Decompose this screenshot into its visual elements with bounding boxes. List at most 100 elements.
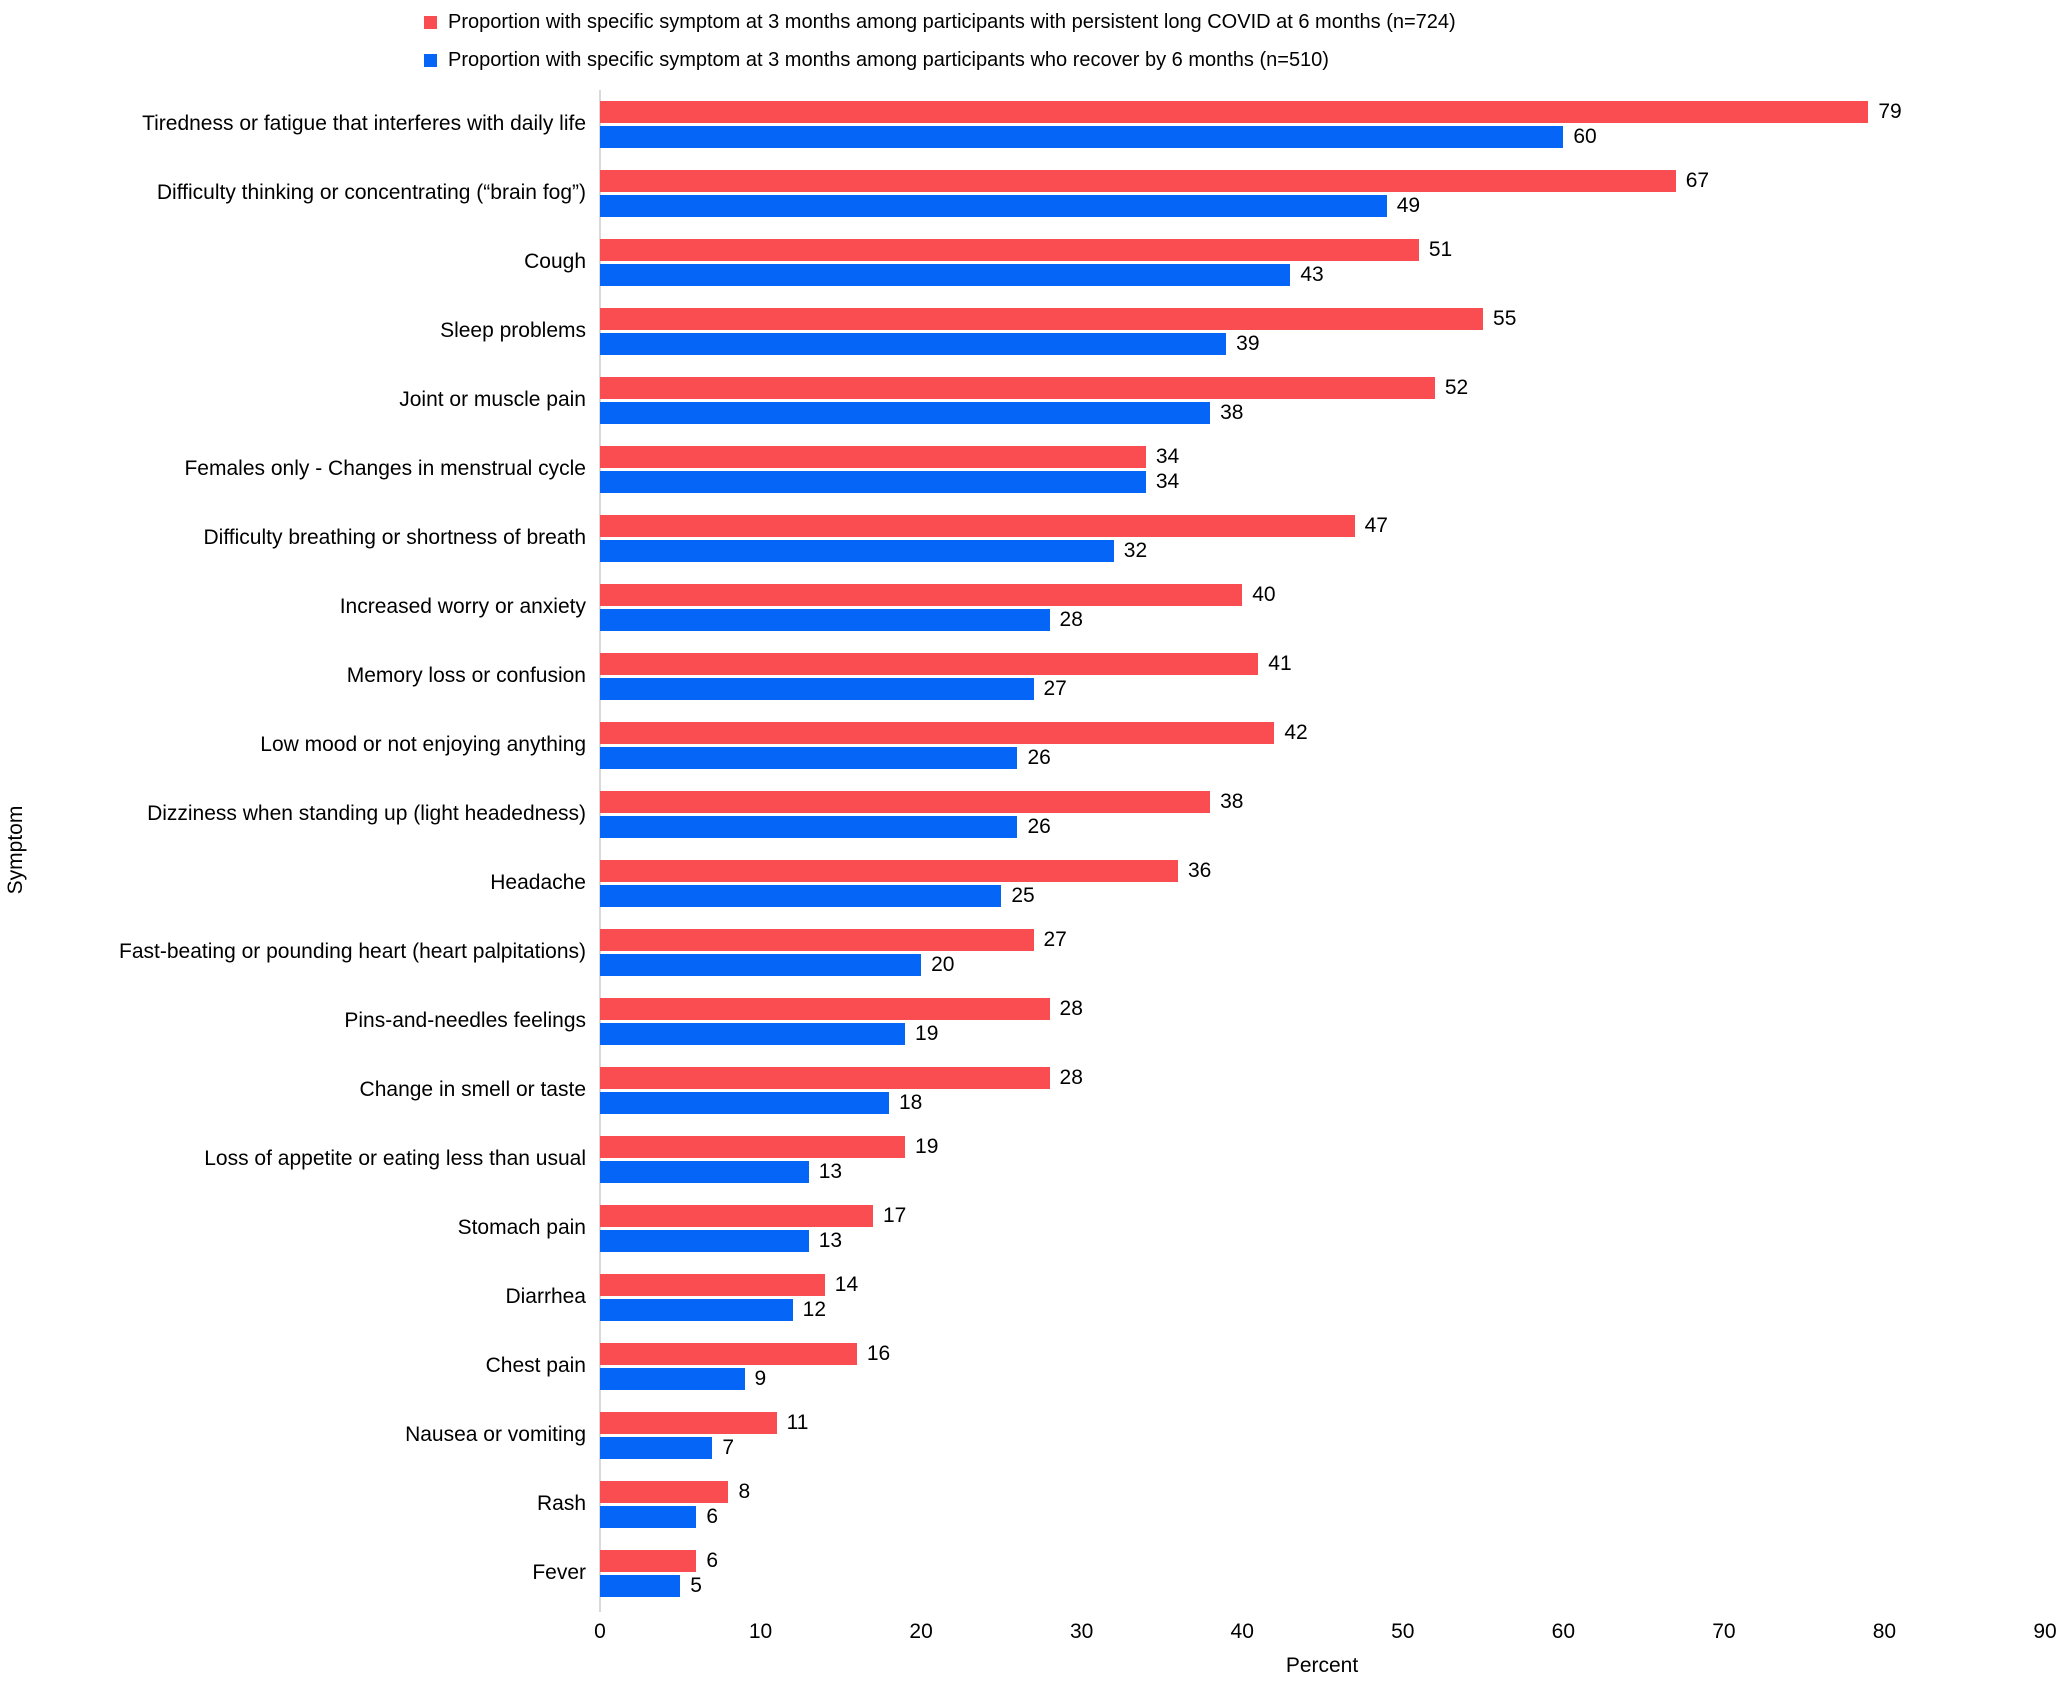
bar-recovered bbox=[600, 471, 1146, 493]
bar-group: Headache 36 25 bbox=[0, 849, 2046, 918]
bar-group: Low mood or not enjoying anything 42 26 bbox=[0, 711, 2046, 780]
bar-recovered bbox=[600, 885, 1002, 907]
bar-group: Difficulty breathing or shortness of bre… bbox=[0, 504, 2046, 573]
category-label: Nausea or vomiting bbox=[405, 1423, 586, 1447]
x-tick-label: 60 bbox=[1551, 1620, 1576, 1643]
bar-line-persistent: 6 bbox=[600, 1549, 2045, 1572]
bar-persistent bbox=[600, 515, 1355, 537]
bar-recovered bbox=[600, 540, 1114, 562]
bar-pair: 67 49 bbox=[600, 159, 2045, 228]
bar-line-recovered: 26 bbox=[600, 746, 2045, 769]
bar-line-recovered: 13 bbox=[600, 1229, 2045, 1252]
bar-value-label: 79 bbox=[1878, 100, 1902, 123]
bar-pair: 40 28 bbox=[600, 573, 2045, 642]
bar-value-label: 51 bbox=[1428, 238, 1453, 261]
x-tick-label: 90 bbox=[2033, 1620, 2057, 1643]
bar-persistent bbox=[600, 584, 1243, 606]
x-tick-label: 80 bbox=[1872, 1620, 1897, 1643]
bar-value-label: 19 bbox=[915, 1135, 939, 1158]
bar-persistent bbox=[600, 1343, 857, 1365]
bar-value-label: 6 bbox=[706, 1549, 719, 1572]
bar-line-persistent: 55 bbox=[600, 307, 2045, 330]
bar-value-label: 42 bbox=[1284, 721, 1308, 744]
bar-value-label: 67 bbox=[1685, 169, 1710, 192]
bar-recovered bbox=[600, 678, 1034, 700]
bar-value-label: 41 bbox=[1268, 652, 1292, 675]
bar-pair: 11 7 bbox=[600, 1401, 2045, 1470]
category-label: Sleep problems bbox=[440, 319, 586, 343]
bar-line-recovered: 32 bbox=[600, 539, 2045, 562]
bar-line-persistent: 52 bbox=[600, 376, 2045, 399]
bar-persistent bbox=[600, 1412, 777, 1434]
bar-persistent bbox=[600, 998, 1050, 1020]
bar-value-label: 38 bbox=[1220, 790, 1244, 813]
bar-pair: 34 34 bbox=[600, 435, 2045, 504]
bar-pair: 79 60 bbox=[600, 90, 2045, 159]
bar-group: Memory loss or confusion 41 27 bbox=[0, 642, 2046, 711]
category-label: Fever bbox=[532, 1561, 586, 1585]
bar-value-label: 13 bbox=[818, 1160, 843, 1183]
bar-recovered bbox=[600, 1023, 906, 1045]
bar-value-label: 38 bbox=[1220, 401, 1244, 424]
bar-recovered bbox=[600, 1299, 793, 1321]
bar-recovered bbox=[600, 1092, 889, 1114]
bar-value-label: 11 bbox=[786, 1411, 809, 1434]
bar-recovered bbox=[600, 954, 922, 976]
bar-line-recovered: 9 bbox=[600, 1367, 2045, 1390]
bar-group: Females only - Changes in menstrual cycl… bbox=[0, 435, 2046, 504]
bar-recovered bbox=[600, 747, 1018, 769]
bar-persistent bbox=[600, 308, 1484, 330]
bar-line-recovered: 38 bbox=[600, 401, 2045, 424]
legend-label-recovered: Proportion with specific symptom at 3 mo… bbox=[448, 48, 1329, 71]
bar-line-persistent: 28 bbox=[600, 997, 2045, 1020]
x-axis-title: Percent bbox=[1285, 1654, 1359, 1677]
legend-label-persistent: Proportion with specific symptom at 3 mo… bbox=[448, 10, 1456, 33]
category-label: Change in smell or taste bbox=[359, 1078, 586, 1102]
bar-value-label: 43 bbox=[1300, 263, 1324, 286]
bar-recovered bbox=[600, 333, 1227, 355]
legend-item-recovered: Proportion with specific symptom at 3 mo… bbox=[424, 42, 1456, 78]
bar-persistent bbox=[600, 929, 1034, 951]
bar-group: Pins-and-needles feelings 28 19 bbox=[0, 987, 2046, 1056]
bar-value-label: 60 bbox=[1573, 125, 1597, 148]
bar-line-recovered: 18 bbox=[600, 1091, 2045, 1114]
bar-group: Fever 6 5 bbox=[0, 1539, 2046, 1608]
bar-persistent bbox=[600, 722, 1275, 744]
bar-value-label: 55 bbox=[1493, 307, 1517, 330]
bar-group: Sleep problems 55 39 bbox=[0, 297, 2046, 366]
bar-group: Stomach pain 17 13 bbox=[0, 1194, 2046, 1263]
bar-group: Change in smell or taste 28 18 bbox=[0, 1056, 2046, 1125]
category-label: Stomach pain bbox=[457, 1216, 586, 1240]
bar-value-label: 9 bbox=[754, 1367, 767, 1390]
bar-line-recovered: 26 bbox=[600, 815, 2045, 838]
category-label: Difficulty breathing or shortness of bre… bbox=[203, 526, 586, 550]
bar-pair: 47 32 bbox=[600, 504, 2045, 573]
bar-value-label: 39 bbox=[1236, 332, 1260, 355]
bar-line-persistent: 28 bbox=[600, 1066, 2045, 1089]
bar-pair: 51 43 bbox=[600, 228, 2045, 297]
bar-value-label: 32 bbox=[1123, 539, 1148, 562]
bar-pair: 38 26 bbox=[600, 780, 2045, 849]
bar-pair: 28 18 bbox=[600, 1056, 2045, 1125]
category-label: Low mood or not enjoying anything bbox=[260, 733, 586, 757]
bar-line-persistent: 8 bbox=[600, 1480, 2045, 1503]
bar-value-label: 52 bbox=[1444, 376, 1469, 399]
bar-line-recovered: 27 bbox=[600, 677, 2045, 700]
bar-recovered bbox=[600, 1368, 745, 1390]
bar-line-recovered: 43 bbox=[600, 263, 2045, 286]
bar-line-persistent: 51 bbox=[600, 238, 2045, 261]
bar-group: Cough 51 43 bbox=[0, 228, 2046, 297]
bar-value-label: 28 bbox=[1059, 608, 1083, 631]
bar-line-recovered: 39 bbox=[600, 332, 2045, 355]
bar-value-label: 27 bbox=[1043, 928, 1067, 951]
bar-line-recovered: 49 bbox=[600, 194, 2045, 217]
bar-line-recovered: 20 bbox=[600, 953, 2045, 976]
bar-group: Chest pain 16 9 bbox=[0, 1332, 2046, 1401]
bar-line-recovered: 34 bbox=[600, 470, 2045, 493]
bar-value-label: 12 bbox=[802, 1298, 827, 1321]
bar-pair: 52 38 bbox=[600, 366, 2045, 435]
bar-group: Difficulty thinking or concentrating (“b… bbox=[0, 159, 2046, 228]
bar-value-label: 6 bbox=[706, 1505, 719, 1528]
bar-persistent bbox=[600, 653, 1259, 675]
bar-recovered bbox=[600, 1437, 713, 1459]
